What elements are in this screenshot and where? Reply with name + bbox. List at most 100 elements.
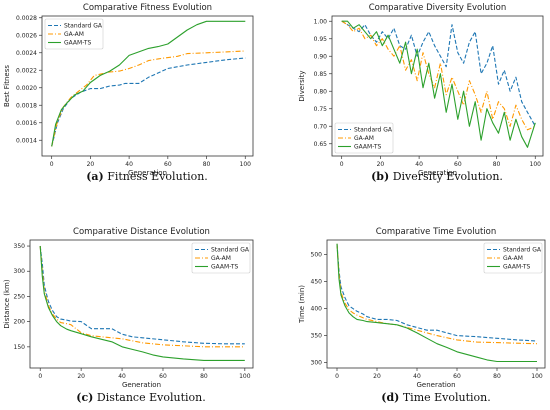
x-tick-label: 20 bbox=[87, 161, 95, 168]
caption-label: (b) bbox=[371, 170, 389, 183]
subfigure-caption: (d) Time Evolution. bbox=[381, 391, 491, 404]
caption-text: Time Evolution. bbox=[403, 391, 491, 404]
caption-label: (c) bbox=[76, 391, 93, 404]
plot-area-frame bbox=[331, 15, 544, 157]
legend-label: Standard GA bbox=[503, 247, 542, 254]
legend-box bbox=[44, 18, 104, 50]
chart-panel-3: Comparative Distance Evolution 0 20 40 60 80 1… bbox=[3, 227, 254, 404]
legend-label: GAAM-TS bbox=[64, 40, 91, 47]
caption-text: Diversity Evolution. bbox=[393, 170, 503, 183]
series-line-standard-ga bbox=[336, 243, 538, 342]
series-line-standard-ga bbox=[341, 20, 536, 127]
caption-text: Fitness Evolution. bbox=[107, 170, 208, 183]
x-tick-label: 60 bbox=[453, 373, 461, 380]
series-line-gaam-ts bbox=[336, 243, 537, 363]
y-tick-label: 0.0016 bbox=[16, 120, 37, 127]
y-tick-label: 0.0024 bbox=[16, 50, 37, 57]
y-tick-label: 0.0028 bbox=[16, 15, 37, 22]
y-tick-label: 0.0022 bbox=[16, 67, 37, 74]
plot-area-frame bbox=[41, 15, 254, 157]
x-tick-label: 40 bbox=[413, 373, 421, 380]
x-tick-label: 20 bbox=[77, 373, 85, 380]
x-tick-label: 40 bbox=[415, 161, 423, 168]
x-tick-label: 60 bbox=[159, 373, 167, 380]
y-tick-label: 350 bbox=[14, 243, 26, 250]
x-tick-label: 20 bbox=[377, 161, 385, 168]
y-tick-label: 350 bbox=[311, 333, 323, 340]
chart-title: Comparative Distance Evolution bbox=[73, 227, 210, 237]
plot-area-frame bbox=[29, 239, 254, 369]
y-tick-label: 200 bbox=[14, 319, 26, 326]
y-tick-label: 0.85 bbox=[314, 71, 328, 78]
legend-label: GAAM-TS bbox=[354, 144, 381, 151]
x-tick-label: 100 bbox=[240, 161, 252, 168]
x-tick-label: 80 bbox=[493, 161, 501, 168]
legend-label: Standard GA bbox=[354, 127, 393, 134]
x-axis-label: Generation bbox=[122, 381, 161, 389]
legend-box bbox=[483, 242, 543, 274]
x-axis-label: Generation bbox=[128, 169, 167, 177]
x-tick-label: 60 bbox=[164, 161, 172, 168]
x-tick-label: 100 bbox=[530, 161, 542, 168]
y-tick-label: 0.0026 bbox=[16, 32, 37, 39]
legend-label: GA-AM bbox=[354, 135, 374, 142]
series-line-standard-ga bbox=[51, 57, 246, 147]
legend-label: GA-AM bbox=[503, 255, 523, 262]
caption-text: Distance Evolution. bbox=[97, 391, 206, 404]
y-tick-label: 0.75 bbox=[314, 106, 328, 113]
y-tick-label: 0.0014 bbox=[16, 137, 37, 144]
legend-label: Standard GA bbox=[64, 23, 103, 30]
chart-panel-4: Comparative Time Evolution 0 20 40 60 80 100 30… bbox=[298, 227, 546, 404]
legend-label: GAAM-TS bbox=[503, 264, 530, 271]
caption-label: (a) bbox=[86, 170, 104, 183]
y-tick-label: 1.00 bbox=[314, 18, 328, 25]
y-tick-label: 300 bbox=[14, 268, 26, 275]
plot-area-frame bbox=[326, 239, 546, 369]
x-tick-label: 40 bbox=[118, 373, 126, 380]
y-axis-label: Distance (km) bbox=[3, 279, 11, 328]
series-line-standard-ga bbox=[39, 245, 245, 345]
y-tick-label: 0.95 bbox=[314, 36, 328, 43]
legend-label: GAAM-TS bbox=[211, 264, 238, 271]
x-tick-label: 0 bbox=[38, 373, 42, 380]
y-tick-label: 400 bbox=[311, 306, 323, 313]
y-tick-label: 300 bbox=[311, 360, 323, 367]
series-line-gaam-ts bbox=[341, 20, 536, 148]
chart-title: Comparative Diversity Evolution bbox=[369, 3, 507, 13]
y-tick-label: 150 bbox=[14, 344, 26, 351]
y-tick-label: 500 bbox=[311, 252, 323, 259]
legend-label: GA-AM bbox=[64, 31, 84, 38]
x-tick-label: 0 bbox=[340, 161, 344, 168]
series-line-gaam-ts bbox=[51, 20, 246, 147]
legend-label: GA-AM bbox=[211, 255, 231, 262]
series-line-ga-am bbox=[341, 20, 536, 131]
y-tick-label: 450 bbox=[311, 279, 323, 286]
x-tick-label: 80 bbox=[200, 373, 208, 380]
x-axis-label: Generation bbox=[418, 169, 457, 177]
subfigure-caption: (b) Diversity Evolution. bbox=[371, 170, 503, 183]
x-tick-label: 0 bbox=[50, 161, 54, 168]
y-tick-label: 0.0018 bbox=[16, 102, 37, 109]
x-tick-label: 40 bbox=[125, 161, 133, 168]
chart-title: Comparative Fitness Evolution bbox=[83, 3, 212, 13]
caption-label: (d) bbox=[381, 391, 399, 404]
y-tick-label: 0.70 bbox=[314, 123, 328, 130]
series-line-ga-am bbox=[51, 50, 246, 147]
series-line-ga-am bbox=[336, 243, 538, 345]
x-tick-label: 20 bbox=[373, 373, 381, 380]
y-axis-label: Diversity bbox=[298, 70, 306, 101]
y-tick-label: 250 bbox=[14, 293, 26, 300]
chart-title: Comparative Time Evolution bbox=[376, 227, 497, 237]
x-tick-label: 80 bbox=[493, 373, 501, 380]
y-tick-label: 0.0020 bbox=[16, 85, 37, 92]
legend-label: Standard GA bbox=[211, 247, 250, 254]
y-axis-label: Best Fitness bbox=[3, 65, 11, 107]
legend-box bbox=[334, 122, 394, 154]
x-tick-label: 60 bbox=[454, 161, 462, 168]
x-axis-label: Generation bbox=[416, 381, 455, 389]
x-tick-label: 100 bbox=[531, 373, 543, 380]
